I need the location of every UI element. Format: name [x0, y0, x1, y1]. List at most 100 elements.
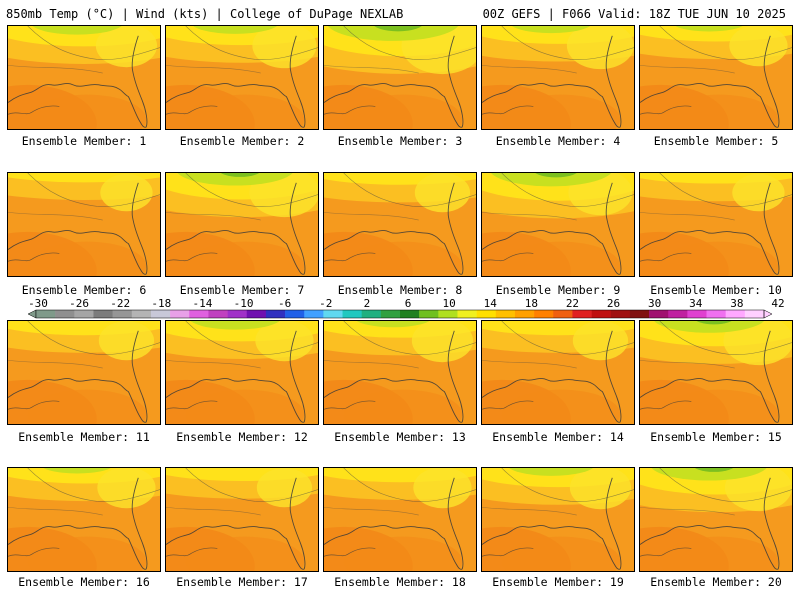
ensemble-member-caption: Ensemble Member: 17 [164, 575, 320, 589]
ensemble-member-caption: Ensemble Member: 9 [480, 283, 636, 297]
ensemble-member-caption: Ensemble Member: 4 [480, 134, 636, 148]
colorbar-swatch [611, 310, 630, 318]
colorbar-swatch [304, 310, 323, 318]
temperature-map [8, 468, 160, 571]
ensemble-member-map [323, 467, 477, 572]
colorbar-tick-label: -10 [234, 297, 254, 310]
colorbar-tick-label: 30 [648, 297, 661, 310]
temperature-map [324, 321, 476, 424]
header-valid-time: 00Z GEFS | F066 Valid: 18Z TUE JUN 10 20… [483, 7, 786, 21]
colorbar-swatch [592, 310, 611, 318]
colorbar-tick-label: 22 [566, 297, 579, 310]
colorbar-swatch [534, 310, 553, 318]
ensemble-member-caption: Ensemble Member: 2 [164, 134, 320, 148]
colorbar-low-arrow [28, 310, 36, 318]
temperature-map [640, 173, 792, 276]
temperature-colorbar: -30 -26 -22 -18 -14 -10 -6 -2 2 6 10 14 18 22 26 30 34 38… [10, 296, 790, 322]
colorbar-swatch [515, 310, 534, 318]
temperature-map [482, 468, 634, 571]
temperature-map [324, 468, 476, 571]
ensemble-member-caption: Ensemble Member: 5 [638, 134, 794, 148]
ensemble-member-caption: Ensemble Member: 7 [164, 283, 320, 297]
temperature-map [482, 173, 634, 276]
ensemble-member-map [323, 25, 477, 130]
colorbar-tick-label: 6 [405, 297, 412, 310]
colorbar-swatch [400, 310, 419, 318]
ensemble-member-map [639, 25, 793, 130]
colorbar-tick-label: -6 [278, 297, 291, 310]
temperature-map [640, 26, 792, 129]
ensemble-member-caption: Ensemble Member: 16 [6, 575, 162, 589]
colorbar-swatch [745, 310, 764, 318]
ensemble-member-caption: Ensemble Member: 12 [164, 430, 320, 444]
colorbar-swatch [687, 310, 706, 318]
ensemble-member-caption: Ensemble Member: 20 [638, 575, 794, 589]
temperature-map [482, 321, 634, 424]
colorbar-swatch [208, 310, 227, 318]
colorbar-tick-label: 18 [525, 297, 538, 310]
temperature-map [166, 321, 318, 424]
colorbar-swatch [668, 310, 687, 318]
colorbar-swatch [438, 310, 457, 318]
colorbar-swatch [649, 310, 668, 318]
colorbar-swatch [553, 310, 572, 318]
colorbar-swatch [55, 310, 74, 318]
ensemble-member-caption: Ensemble Member: 19 [480, 575, 636, 589]
colorbar-swatch [630, 310, 649, 318]
temperature-map [8, 173, 160, 276]
ensemble-member-map [639, 320, 793, 425]
colorbar-tick-label: 38 [730, 297, 743, 310]
colorbar-swatch [323, 310, 342, 318]
ensemble-member-map [323, 172, 477, 277]
ensemble-member-caption: Ensemble Member: 11 [6, 430, 162, 444]
colorbar-swatch [266, 310, 285, 318]
colorbar-swatch [74, 310, 93, 318]
ensemble-member-map [7, 172, 161, 277]
ensemble-member-caption: Ensemble Member: 13 [322, 430, 478, 444]
ensemble-member-map [7, 467, 161, 572]
colorbar-swatch [132, 310, 151, 318]
ensemble-member-caption: Ensemble Member: 8 [322, 283, 478, 297]
header-title: 850mb Temp (°C) | Wind (kts) | College o… [6, 7, 403, 21]
ensemble-member-map [165, 320, 319, 425]
ensemble-member-map [323, 320, 477, 425]
ensemble-member-caption: Ensemble Member: 6 [6, 283, 162, 297]
ensemble-member-caption: Ensemble Member: 14 [480, 430, 636, 444]
colorbar-swatch [457, 310, 476, 318]
colorbar-swatch [285, 310, 304, 318]
colorbar-tick-label: -18 [151, 297, 171, 310]
colorbar-tick-label: 2 [364, 297, 371, 310]
colorbar-swatch [113, 310, 132, 318]
colorbar-tick-label: -26 [69, 297, 89, 310]
colorbar-tick-label: 26 [607, 297, 620, 310]
colorbar-tick-label: -2 [319, 297, 332, 310]
temperature-map [8, 321, 160, 424]
colorbar-swatch [477, 310, 496, 318]
temperature-map [166, 468, 318, 571]
colorbar-tick-label: -14 [193, 297, 213, 310]
colorbar-tick-label: 14 [484, 297, 498, 310]
temperature-map [8, 26, 160, 129]
colorbar-swatch [228, 310, 247, 318]
colorbar-swatch [170, 310, 189, 318]
colorbar-swatch [381, 310, 400, 318]
ensemble-member-caption: Ensemble Member: 10 [638, 283, 794, 297]
colorbar-tick-label: -22 [110, 297, 130, 310]
ensemble-member-map [165, 467, 319, 572]
temperature-map [166, 173, 318, 276]
colorbar-swatch [343, 310, 362, 318]
colorbar-swatch [189, 310, 208, 318]
ensemble-member-map [639, 172, 793, 277]
ensemble-member-map [7, 320, 161, 425]
temperature-map [324, 26, 476, 129]
colorbar-swatch [707, 310, 726, 318]
colorbar-swatch [572, 310, 591, 318]
colorbar-swatch [247, 310, 266, 318]
temperature-map [640, 321, 792, 424]
colorbar-swatch [496, 310, 515, 318]
ensemble-member-map [7, 25, 161, 130]
colorbar-swatch [726, 310, 745, 318]
colorbar-swatch [36, 310, 55, 318]
ensemble-member-map [481, 172, 635, 277]
ensemble-member-map [481, 25, 635, 130]
